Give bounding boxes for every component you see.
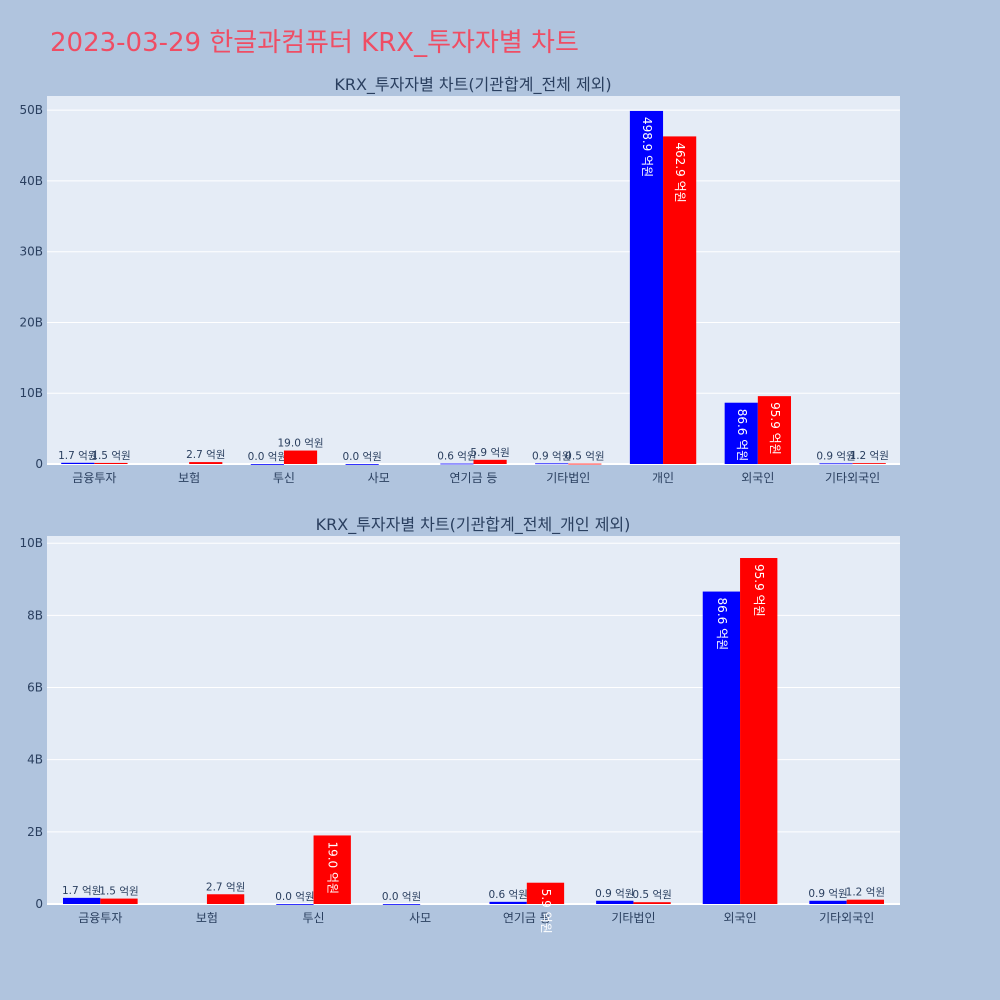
bar <box>489 901 527 904</box>
chart-bottom: KRX_투자자별 차트(기관합계_전체_개인 제외) 0 2B 4B 6B 8B 10B 금융… <box>19 515 900 934</box>
bar-value-label: 19.0 억원 <box>278 438 324 450</box>
bar <box>250 464 284 465</box>
chart-title: KRX_투자자별 차트(기관합계_전체 제외) <box>334 75 611 95</box>
bar-value-label: 95.9 억원 <box>752 564 766 617</box>
x-tick-label: 금융투자 <box>78 911 122 925</box>
bar <box>809 900 847 904</box>
bar-value-label: 0.6 억원 <box>488 889 527 901</box>
bar-value-label: 5.9 억원 <box>539 889 553 934</box>
bar <box>535 463 569 465</box>
x-tick-label: 투신 <box>303 911 325 925</box>
y-tick-label: 10B <box>19 536 43 550</box>
y-tick-label: 6B <box>27 681 43 695</box>
bar <box>724 402 758 464</box>
bar-value-label: 0.9 억원 <box>595 888 634 900</box>
bar-value-label: 19.0 억원 <box>326 841 340 894</box>
chart-title: KRX_투자자별 차트(기관합계_전체_개인 제외) <box>316 515 631 535</box>
x-tick-label: 외국인 <box>724 911 757 925</box>
bar-value-label: 0.0 억원 <box>275 891 314 903</box>
bar-value-label: 0.9 억원 <box>532 450 571 462</box>
bar-value-label: 95.9 억원 <box>768 402 782 455</box>
y-tick-label: 20B <box>19 315 43 329</box>
x-tick-label: 기타외국인 <box>825 471 880 485</box>
x-tick-label: 외국인 <box>741 471 774 485</box>
bar <box>440 463 474 465</box>
bar-value-label: 0.9 억원 <box>816 450 855 462</box>
bar <box>526 882 565 904</box>
bar-value-label: 2.7 억원 <box>206 881 245 893</box>
y-tick-label: 0 <box>35 897 43 911</box>
bar-value-label: 1.2 억원 <box>850 450 889 462</box>
bar-value-label: 1.5 억원 <box>91 450 130 462</box>
x-tick-label: 개인 <box>652 471 674 485</box>
page-title: 2023-03-29 한글과컴퓨터 KRX_투자자별 차트 <box>50 28 579 58</box>
bar-value-label: 0.5 억원 <box>565 451 604 463</box>
bar-value-label: 1.7 억원 <box>58 450 97 462</box>
bar <box>276 904 314 905</box>
x-tick-label: 보험 <box>178 471 200 485</box>
bar <box>206 894 245 904</box>
y-tick-label: 10B <box>19 386 43 400</box>
bar-value-label: 0.0 억원 <box>342 451 381 463</box>
bar <box>568 463 602 465</box>
x-tick-label: 보험 <box>196 911 218 925</box>
bar <box>819 463 853 465</box>
bar-value-label: 0.0 억원 <box>248 451 287 463</box>
x-tick-label: 사모 <box>409 911 431 925</box>
y-tick-label: 40B <box>19 174 43 188</box>
bar <box>702 591 741 904</box>
y-tick-label: 2B <box>27 825 43 839</box>
bar <box>633 902 671 904</box>
bar-value-label: 1.2 억원 <box>846 887 885 899</box>
x-tick-label: 연기금 등 <box>450 471 498 485</box>
bar-value-label: 86.6 억원 <box>715 598 729 651</box>
bar <box>345 464 379 465</box>
bar <box>596 900 634 904</box>
bar <box>629 110 664 464</box>
bar <box>94 462 128 464</box>
x-tick-label: 기타외국인 <box>819 911 874 925</box>
bar-value-label: 0.6 억원 <box>437 451 476 463</box>
x-tick-label: 사모 <box>368 471 390 485</box>
y-tick-label: 50B <box>19 103 43 117</box>
bar <box>740 558 778 904</box>
bar <box>62 897 101 904</box>
bar <box>100 898 138 904</box>
bar-value-label: 498.9 억원 <box>640 117 654 177</box>
x-tick-label: 기타법인 <box>546 471 590 485</box>
bar <box>757 396 792 464</box>
bar-value-label: 1.5 억원 <box>99 886 138 898</box>
bar <box>852 463 886 464</box>
bar-value-label: 1.7 억원 <box>62 885 101 897</box>
bar <box>313 835 351 904</box>
bar <box>189 462 223 464</box>
bar-value-label: 0.9 억원 <box>808 888 847 900</box>
x-tick-label: 연기금 등 <box>503 911 551 925</box>
bar-value-label: 2.7 억원 <box>186 449 225 461</box>
x-tick-label: 금융투자 <box>72 471 116 485</box>
y-tick-label: 8B <box>27 608 43 622</box>
chart-top: KRX_투자자별 차트(기관합계_전체 제외) 0 10B 20B 30B 40B 50B 금… <box>19 75 900 485</box>
y-tick-label: 0 <box>35 457 43 471</box>
bar <box>61 462 95 464</box>
bar-value-label: 5.9 억원 <box>470 447 509 459</box>
bar-value-label: 86.6 억원 <box>735 409 749 462</box>
bar <box>283 450 318 464</box>
bar <box>846 899 885 904</box>
bar <box>382 904 421 905</box>
bar-value-label: 462.9 억원 <box>673 142 687 202</box>
x-tick-label: 투신 <box>273 471 295 485</box>
y-tick-label: 4B <box>27 753 43 767</box>
bar-value-label: 0.0 억원 <box>382 891 421 903</box>
bar <box>663 136 697 464</box>
y-tick-label: 30B <box>19 245 43 259</box>
x-tick-label: 기타법인 <box>611 911 655 925</box>
bar-value-label: 0.5 억원 <box>632 889 671 901</box>
bar <box>473 459 507 464</box>
